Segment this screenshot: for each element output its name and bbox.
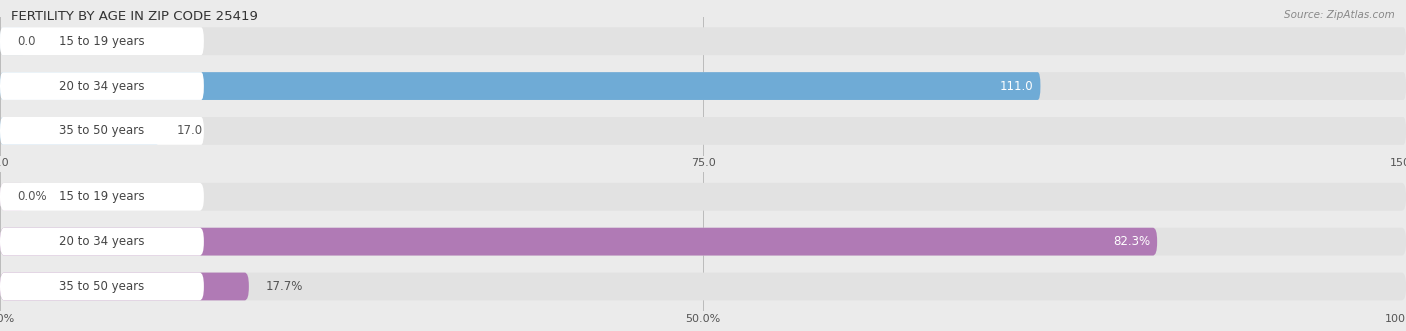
FancyBboxPatch shape [0,72,1040,100]
FancyBboxPatch shape [0,228,1157,256]
FancyBboxPatch shape [0,117,204,145]
Text: 0.0: 0.0 [17,35,35,48]
Text: 15 to 19 years: 15 to 19 years [59,35,145,48]
Text: 35 to 50 years: 35 to 50 years [59,280,145,293]
FancyBboxPatch shape [0,117,1406,145]
FancyBboxPatch shape [0,183,25,211]
FancyBboxPatch shape [0,72,1406,100]
FancyBboxPatch shape [0,27,204,55]
Text: Source: ZipAtlas.com: Source: ZipAtlas.com [1284,10,1395,20]
FancyBboxPatch shape [0,183,204,211]
FancyBboxPatch shape [0,228,1406,256]
Text: 82.3%: 82.3% [1114,235,1150,248]
Text: 20 to 34 years: 20 to 34 years [59,79,145,93]
FancyBboxPatch shape [0,228,204,256]
Text: 0.0%: 0.0% [17,190,46,203]
FancyBboxPatch shape [0,272,1406,300]
Text: 17.7%: 17.7% [266,280,304,293]
FancyBboxPatch shape [0,272,249,300]
Text: FERTILITY BY AGE IN ZIP CODE 25419: FERTILITY BY AGE IN ZIP CODE 25419 [11,10,259,23]
Text: 35 to 50 years: 35 to 50 years [59,124,145,137]
FancyBboxPatch shape [0,27,1406,55]
FancyBboxPatch shape [0,183,1406,211]
FancyBboxPatch shape [0,272,204,300]
FancyBboxPatch shape [0,117,159,145]
Text: 20 to 34 years: 20 to 34 years [59,235,145,248]
Text: 111.0: 111.0 [1000,79,1033,93]
FancyBboxPatch shape [0,72,204,100]
Text: 15 to 19 years: 15 to 19 years [59,190,145,203]
Text: 17.0: 17.0 [176,124,202,137]
FancyBboxPatch shape [0,27,25,55]
